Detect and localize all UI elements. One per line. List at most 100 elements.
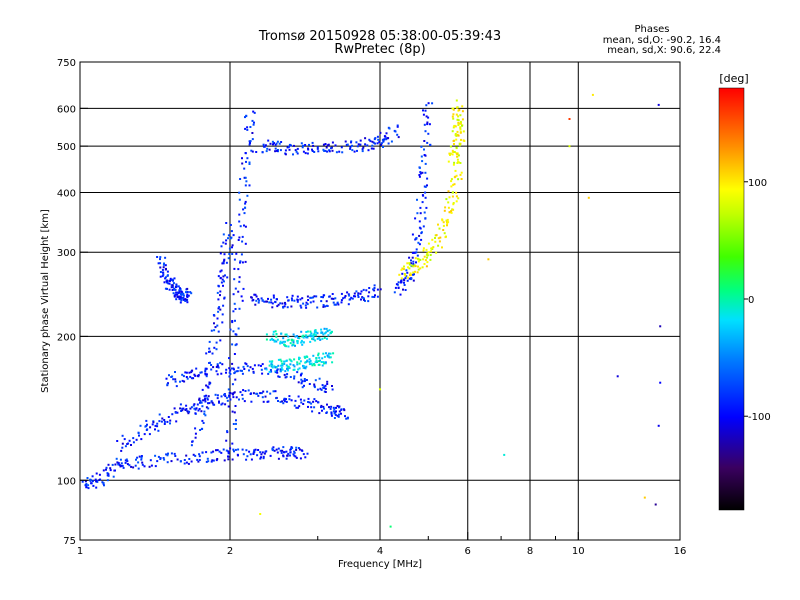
data-point [304, 304, 307, 307]
data-point [293, 450, 296, 453]
data-point [224, 274, 226, 277]
data-point [323, 407, 325, 410]
data-point [275, 397, 278, 400]
data-point [232, 396, 235, 399]
data-point [187, 412, 190, 415]
data-point [175, 291, 178, 294]
data-point [300, 381, 303, 384]
data-point [98, 479, 101, 481]
data-point [417, 260, 420, 263]
data-point [225, 222, 228, 224]
data-point [116, 440, 119, 442]
data-point [163, 281, 166, 284]
data-point [216, 363, 219, 366]
data-point [172, 292, 175, 295]
data-point [234, 333, 237, 336]
data-point [283, 398, 286, 401]
data-point [286, 367, 288, 370]
data-point [222, 304, 225, 307]
data-point [282, 455, 285, 458]
data-point [215, 341, 218, 344]
data-point [340, 146, 343, 149]
data-point [426, 184, 428, 187]
data-point [156, 425, 159, 428]
data-point [277, 364, 280, 367]
data-point [424, 259, 427, 262]
data-point [257, 394, 260, 397]
data-point [206, 457, 209, 460]
data-point [285, 450, 288, 453]
data-points [81, 93, 662, 528]
data-point [251, 119, 254, 122]
data-point [217, 307, 220, 310]
data-point [185, 408, 188, 410]
data-point [272, 446, 275, 449]
data-point [324, 387, 327, 390]
data-point [379, 388, 381, 391]
data-point [431, 238, 434, 241]
data-point [212, 459, 215, 462]
data-point [264, 395, 267, 398]
data-point [199, 399, 202, 402]
data-point [361, 296, 364, 299]
data-point [373, 296, 376, 298]
data-point [167, 382, 169, 385]
data-point [286, 454, 289, 457]
data-point [286, 146, 289, 149]
data-point [380, 142, 383, 145]
data-point [260, 453, 263, 456]
data-point [322, 304, 325, 307]
data-point [459, 122, 462, 125]
data-point [242, 208, 245, 211]
data-point [223, 459, 226, 462]
data-point [331, 330, 333, 333]
data-point [162, 271, 164, 274]
data-point [241, 397, 244, 400]
data-point [164, 276, 167, 279]
data-point [297, 368, 300, 371]
data-point [229, 369, 232, 372]
data-point [336, 414, 339, 417]
data-point [420, 145, 423, 148]
data-point [94, 478, 97, 481]
data-point [242, 365, 245, 368]
data-point [350, 296, 353, 299]
data-point [285, 345, 288, 348]
data-point [120, 462, 123, 465]
data-point [202, 422, 205, 424]
data-point [255, 392, 258, 395]
data-point [169, 422, 171, 425]
data-point [421, 160, 424, 163]
data-point [394, 286, 397, 289]
data-point [225, 368, 228, 371]
data-point [287, 335, 290, 338]
data-point [298, 337, 301, 340]
data-point [242, 389, 245, 392]
data-point [408, 256, 411, 259]
data-point [244, 116, 246, 119]
data-point [457, 134, 460, 137]
data-point [346, 417, 349, 420]
data-point [418, 243, 421, 246]
data-point [324, 143, 327, 145]
data-point [421, 266, 424, 269]
data-point [295, 446, 298, 449]
data-point [317, 150, 320, 153]
data-point [291, 338, 294, 341]
data-point [324, 391, 327, 393]
data-point [447, 160, 450, 163]
data-point [442, 221, 445, 224]
data-point [427, 116, 430, 119]
data-point [291, 294, 294, 297]
data-point [426, 121, 429, 124]
data-point [291, 299, 294, 302]
data-point [332, 301, 335, 304]
data-point [234, 344, 237, 347]
data-point [164, 256, 167, 259]
data-point [453, 183, 456, 186]
data-point [432, 246, 435, 249]
data-point [233, 391, 236, 394]
data-point [241, 240, 244, 243]
data-point [222, 241, 225, 244]
data-point [340, 408, 343, 411]
